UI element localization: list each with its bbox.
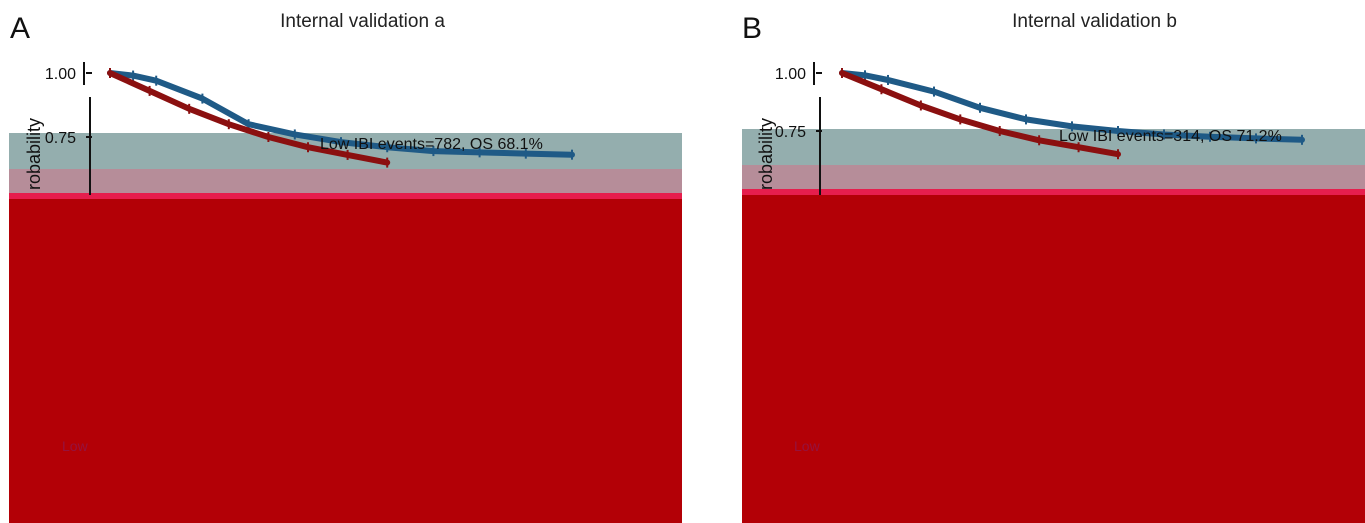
y-axis-label: robability: [756, 118, 776, 190]
low-ibi-curve: [839, 70, 1305, 143]
faint-label: Low: [794, 438, 821, 454]
low-ibi-curve: [107, 70, 575, 158]
chart-panel-b: B Internal validation b 1.00 0.75 robabili…: [732, 0, 1365, 523]
y-axis-label: robability: [24, 118, 44, 190]
events-annotation: Low IBI events=314, OS 71.2%: [1059, 128, 1282, 145]
panel-letter: B: [742, 12, 763, 45]
red-overlay: [742, 195, 1365, 523]
high-ibi-curve: [107, 70, 391, 166]
chart-title: Internal validation a: [280, 11, 445, 32]
pink-line: [742, 189, 1365, 195]
y-tick-label: 1.00: [775, 66, 806, 83]
red-overlay: [9, 199, 682, 523]
pink-band: [742, 165, 1365, 189]
high-ibi-curve: [839, 70, 1121, 158]
panel-letter: A: [10, 12, 31, 45]
teal-band: [9, 133, 682, 169]
events-annotation: Low IBI events=782, OS 68.1%: [320, 136, 543, 153]
y-tick-label: 0.75: [45, 130, 76, 147]
chart-title: Internal validation b: [1012, 11, 1177, 32]
pink-line: [9, 193, 682, 199]
y-tick-label: 0.75: [775, 124, 806, 141]
y-tick-label: 1.00: [45, 66, 76, 83]
chart-panel-a: A Internal validation a 1.00 0.75 robabili…: [0, 0, 682, 523]
faint-label: Low: [62, 438, 89, 454]
pink-band: [9, 169, 682, 193]
teal-band: [742, 129, 1365, 165]
